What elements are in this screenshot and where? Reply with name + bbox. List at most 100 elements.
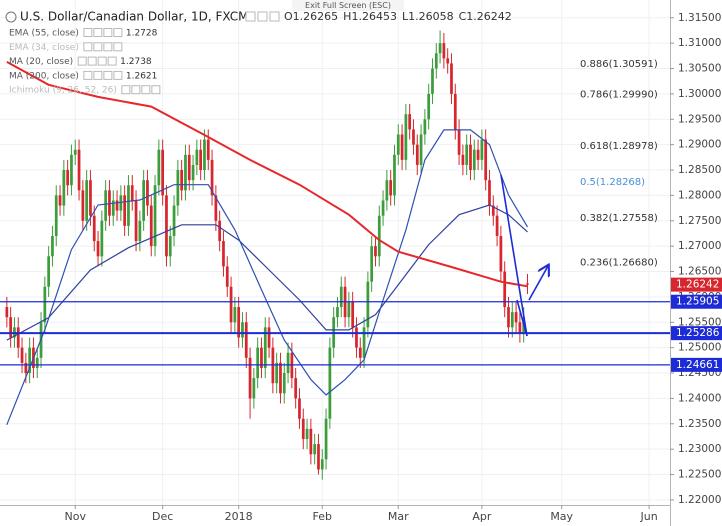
x-tick-label: 2018 <box>225 510 253 523</box>
candle-body <box>73 149 77 155</box>
candle-body <box>389 180 393 196</box>
candle-body <box>146 180 149 206</box>
candle-body <box>9 317 13 338</box>
legend-icon[interactable] <box>93 28 103 37</box>
trend-lines <box>500 174 548 337</box>
candle-body <box>100 220 104 257</box>
candle-body <box>89 180 92 216</box>
candle-body <box>123 195 127 226</box>
candle-body <box>484 139 488 181</box>
level-tag <box>671 357 722 372</box>
banner-box[interactable] <box>292 0 404 11</box>
candle-body <box>510 312 514 328</box>
legend-value: 1.2621 <box>126 71 158 81</box>
indicator-line <box>6 129 529 426</box>
legend-name: EMA (55, close) <box>9 29 79 39</box>
candle-body <box>260 347 263 368</box>
candle-body <box>187 154 191 181</box>
candle-body <box>195 149 199 165</box>
legend-icon[interactable] <box>97 56 107 66</box>
legend-icon[interactable] <box>103 28 113 37</box>
candle-body <box>313 444 317 455</box>
legend-icon[interactable] <box>107 56 117 66</box>
legend-value: 1.2728 <box>126 29 158 39</box>
candle-body <box>20 347 24 363</box>
candle-body <box>191 164 195 181</box>
candle-body <box>351 301 355 328</box>
candle-body <box>317 444 320 470</box>
candle-body <box>138 220 142 242</box>
candle-body <box>5 307 9 318</box>
legend-icon[interactable] <box>103 42 113 52</box>
icon[interactable] <box>269 11 280 22</box>
legend-icon[interactable] <box>113 28 123 37</box>
legend-icon[interactable] <box>151 85 161 95</box>
candle-body <box>404 114 408 160</box>
x-tick-label: May <box>550 510 573 523</box>
fib-label: 0.886(1.30591) <box>580 59 658 70</box>
candle-body <box>62 170 66 206</box>
y-tick-label: 1.24000 <box>678 392 721 404</box>
legend-icon[interactable] <box>93 42 103 52</box>
legend-icon[interactable] <box>83 70 93 80</box>
candle-body <box>47 256 51 287</box>
indicator-line <box>6 61 528 288</box>
candle-body <box>58 195 62 206</box>
legend-icon[interactable] <box>103 70 113 80</box>
candle-body <box>362 327 366 358</box>
legend-icon[interactable] <box>77 56 87 66</box>
candle-body <box>465 144 469 165</box>
candle-body <box>438 43 442 54</box>
x-tick-label: Apr <box>472 510 492 523</box>
legend-icon[interactable] <box>141 85 151 95</box>
legend-icon[interactable] <box>121 85 131 95</box>
candle-body <box>130 185 134 201</box>
y-tick-label: 1.28500 <box>678 164 721 176</box>
x-tick-label: Mar <box>388 510 409 523</box>
candle-body <box>488 180 491 206</box>
candle-body <box>66 170 70 186</box>
candle-body <box>427 93 431 120</box>
candle-body <box>104 190 108 221</box>
legend-icon[interactable] <box>87 56 97 66</box>
candle-body <box>248 357 252 399</box>
candle-body <box>461 154 465 165</box>
ohlc-label: H <box>343 10 351 23</box>
candle-body <box>35 357 39 368</box>
legend-icon[interactable] <box>83 28 93 37</box>
y-tick-label: 1.31000 <box>678 37 721 49</box>
candle-body <box>396 134 400 155</box>
candle-body <box>153 185 157 247</box>
candle-body <box>279 362 282 394</box>
candle-body <box>514 312 518 323</box>
axes: 1.220001.225001.230001.235001.240001.245… <box>65 12 722 523</box>
legend-icon[interactable] <box>93 70 103 80</box>
candle-body <box>134 200 138 242</box>
legend-icon[interactable] <box>131 85 141 95</box>
candle-body <box>408 114 412 130</box>
candle-body <box>142 180 146 221</box>
grid <box>0 0 670 505</box>
legend-value: 1.2738 <box>120 57 152 67</box>
legend-icon[interactable] <box>113 42 123 52</box>
candle-body <box>180 170 184 191</box>
icon[interactable] <box>257 11 268 22</box>
candle-body <box>366 281 370 328</box>
x-tick-label: Nov <box>65 510 87 523</box>
candle-body <box>81 190 85 221</box>
candle-body <box>294 378 298 399</box>
banner[interactable]: Exit Full Screen (ESC) <box>305 1 391 10</box>
candle-body <box>385 180 389 201</box>
candle-body <box>229 286 233 323</box>
legend-icon[interactable] <box>113 70 123 80</box>
candle-body <box>275 362 279 384</box>
candle-body <box>252 378 256 399</box>
icon[interactable] <box>245 11 256 22</box>
y-tick-label: 1.29000 <box>678 139 721 151</box>
level-tag <box>671 326 722 341</box>
fib-label: 0.382(1.27558) <box>580 213 658 224</box>
legend-name: EMA (34, close) <box>9 43 79 53</box>
candle-body <box>336 307 339 318</box>
legend-icon[interactable] <box>83 42 93 52</box>
